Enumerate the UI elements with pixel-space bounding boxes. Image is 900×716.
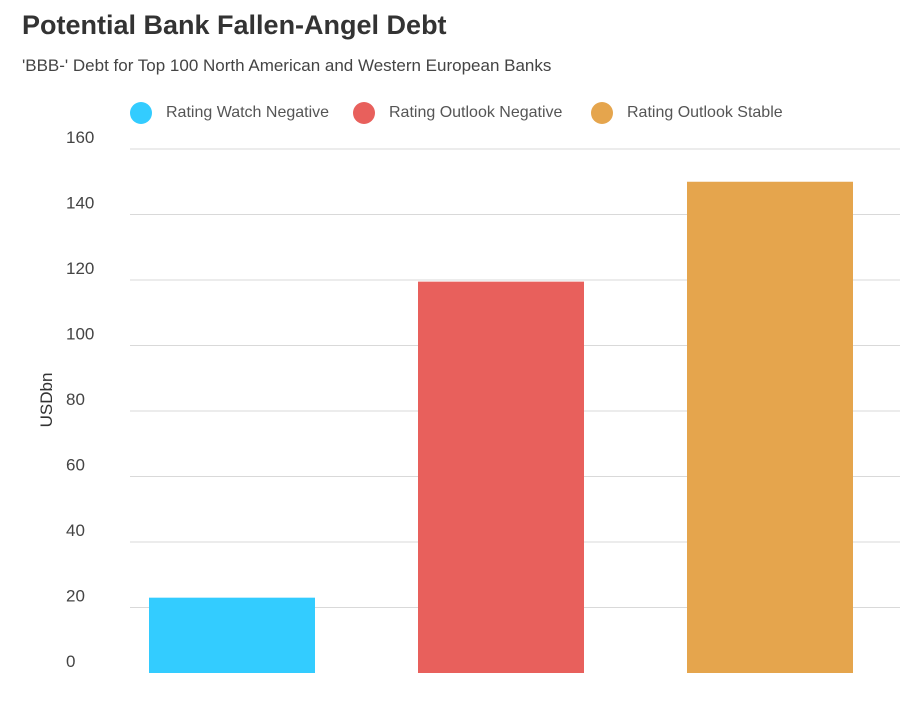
y-axis-label: USDbn [37, 373, 56, 428]
legend-item-rating-outlook-negative[interactable]: Rating Outlook Negative [353, 101, 562, 125]
bar-rating-outlook-negative[interactable] [418, 281, 584, 673]
y-tick-label: 0 [66, 652, 75, 671]
legend-swatch-icon [130, 102, 152, 124]
bar-rating-watch-negative[interactable] [149, 597, 315, 673]
legend-item-rating-outlook-stable[interactable]: Rating Outlook Stable [591, 101, 783, 125]
legend-swatch-icon [591, 102, 613, 124]
y-tick-label: 80 [66, 390, 85, 409]
y-tick-label: 100 [66, 325, 94, 344]
legend-swatch-icon [353, 102, 375, 124]
y-tick-label: 20 [66, 587, 85, 606]
y-tick-label: 120 [66, 259, 94, 278]
legend-item-rating-watch-negative[interactable]: Rating Watch Negative [130, 101, 329, 125]
chart-subtitle: 'BBB-' Debt for Top 100 North American a… [22, 56, 552, 75]
chart-legend: Rating Watch Negative Rating Outlook Neg… [0, 101, 900, 125]
y-axis-ticks: 0 20 40 60 80 100 120 140 160 [66, 128, 94, 671]
bars [149, 181, 853, 673]
chart-title: Potential Bank Fallen-Angel Debt [22, 10, 447, 40]
legend-label: Rating Outlook Stable [627, 104, 783, 121]
legend-label: Rating Watch Negative [166, 104, 330, 121]
y-tick-label: 40 [66, 521, 85, 540]
y-tick-label: 60 [66, 456, 85, 475]
y-tick-label: 160 [66, 128, 94, 147]
bar-rating-outlook-stable[interactable] [687, 181, 853, 673]
y-tick-label: 140 [66, 194, 94, 213]
legend-label: Rating Outlook Negative [389, 104, 563, 121]
